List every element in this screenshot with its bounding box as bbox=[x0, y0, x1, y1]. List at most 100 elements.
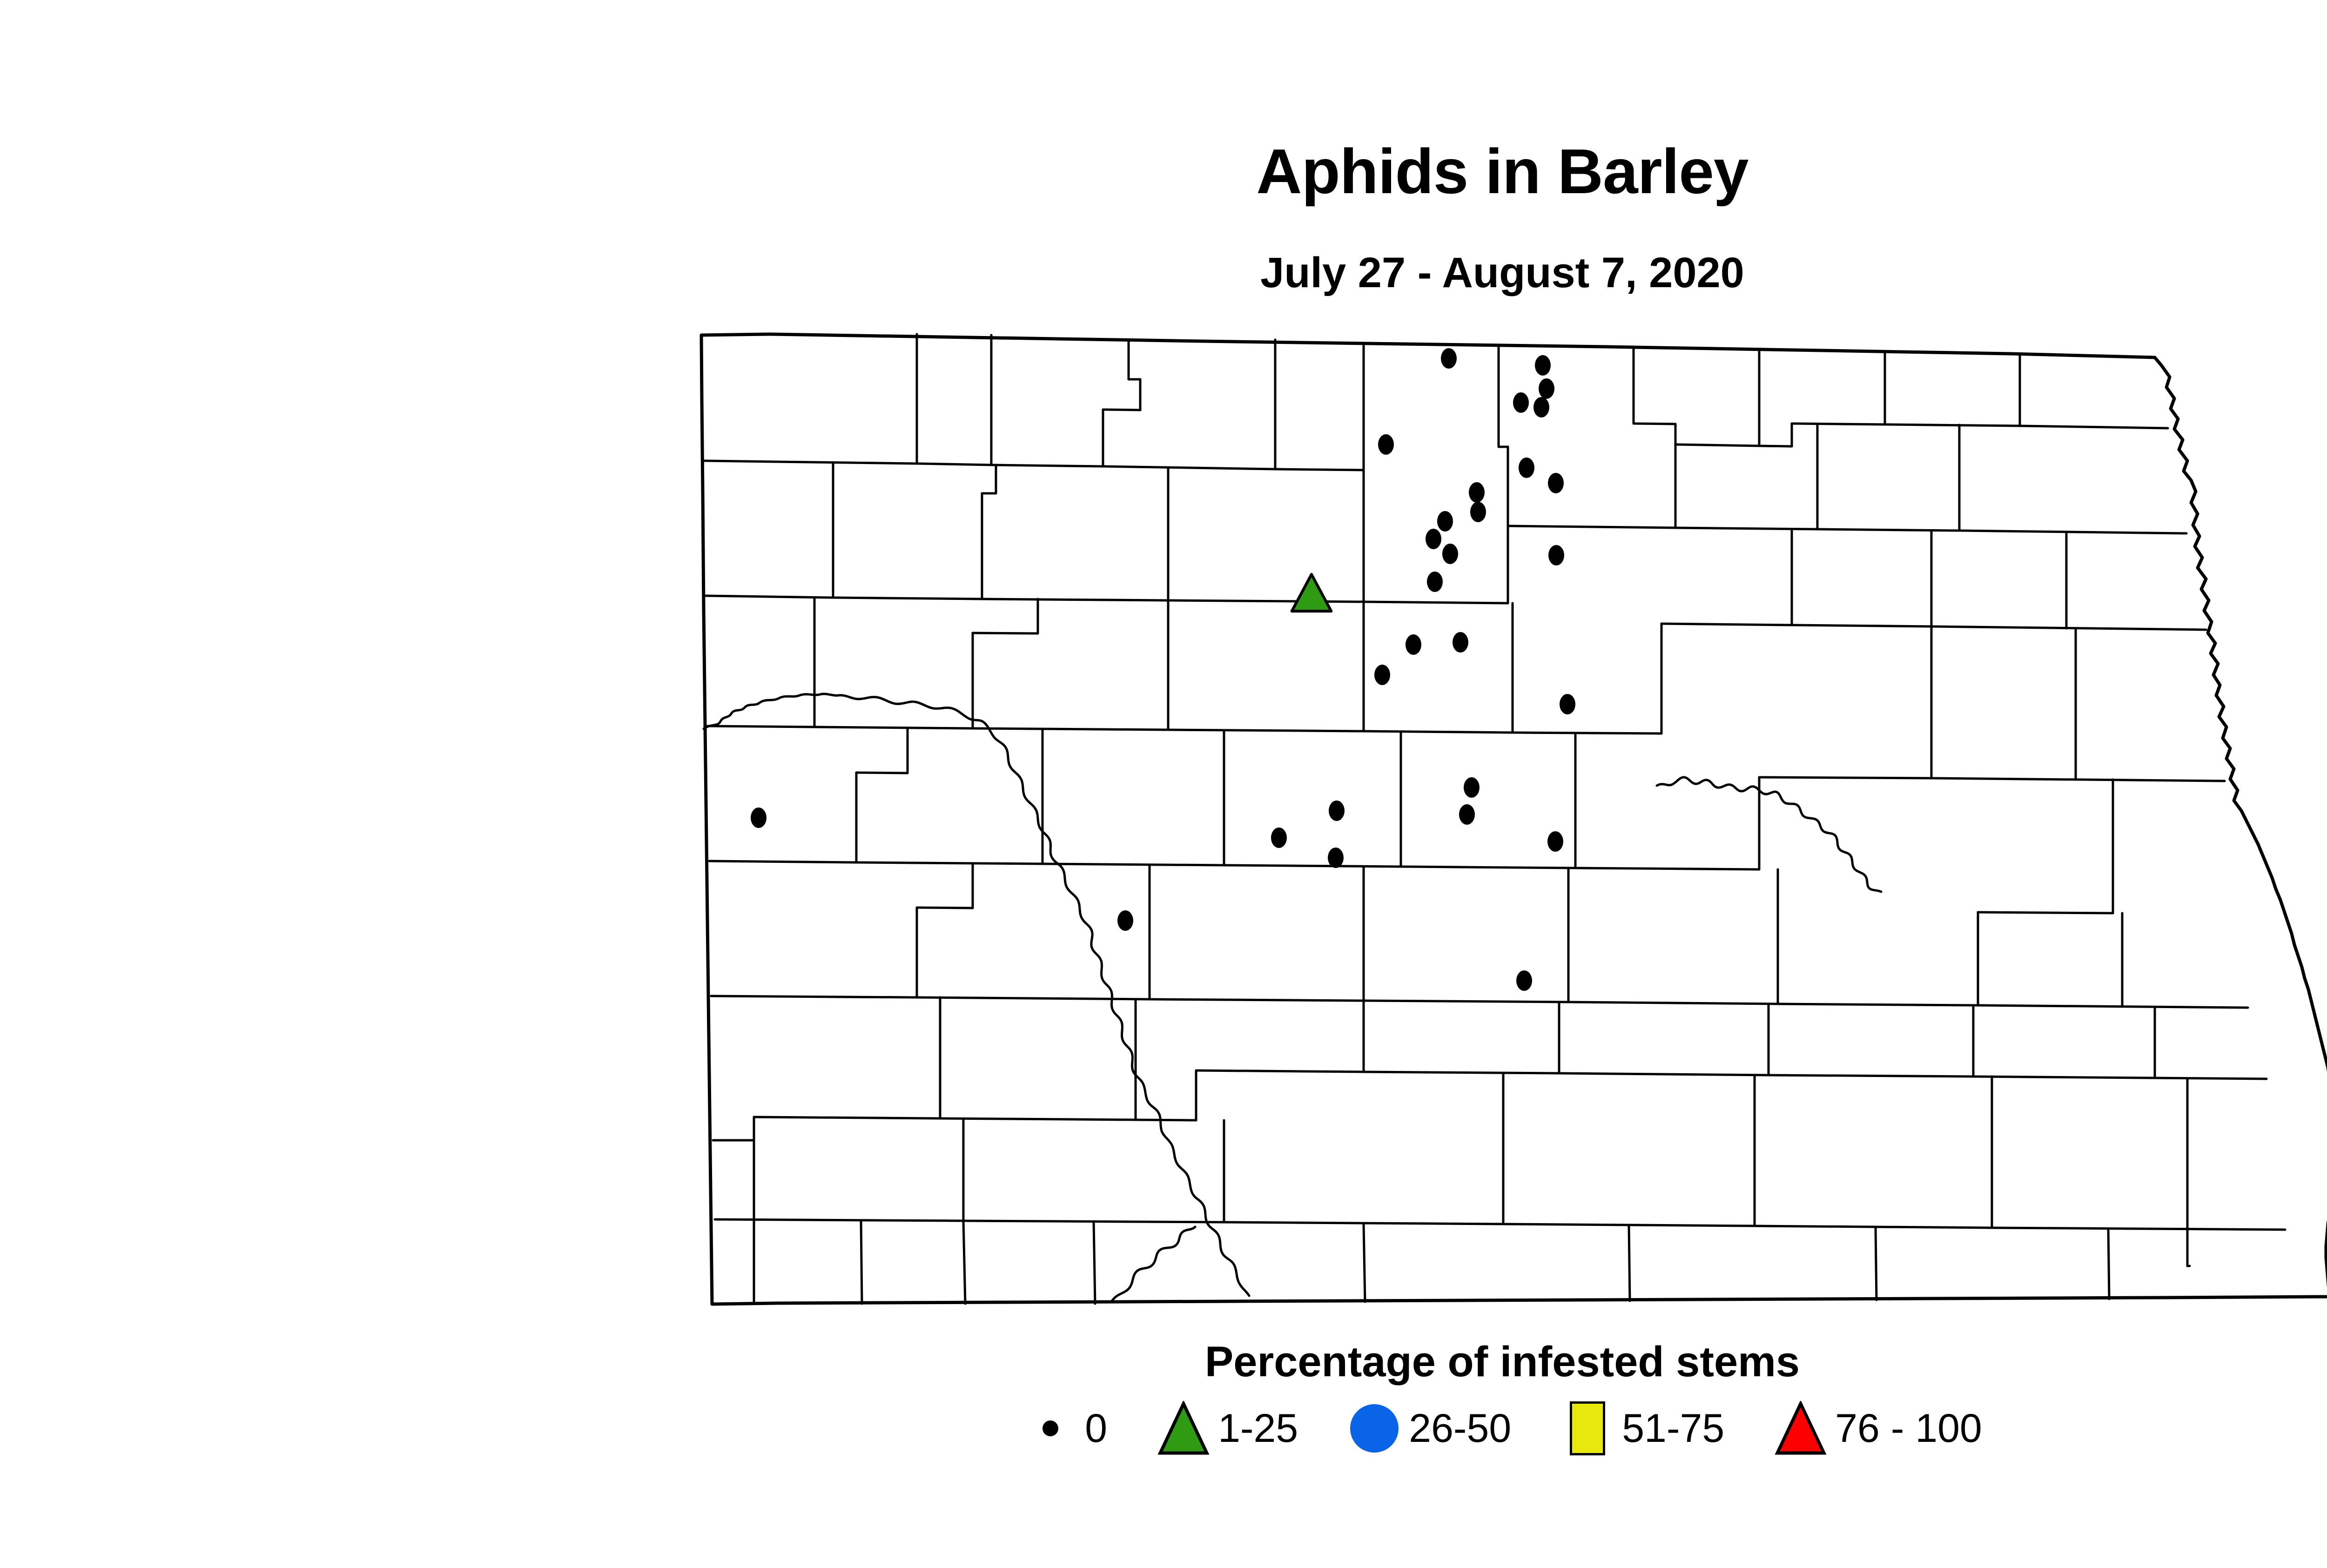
county-boundaries bbox=[699, 332, 2327, 1306]
map-data-point bbox=[1441, 348, 1457, 369]
county-line bbox=[1674, 526, 1819, 531]
map-data-point bbox=[1548, 473, 1564, 493]
county-line bbox=[1930, 625, 2207, 631]
legend-symbol-dot bbox=[1022, 1420, 1078, 1436]
legend-item-label: 0 bbox=[1085, 1406, 1108, 1451]
map-data-point bbox=[1516, 970, 1532, 991]
map-data-point bbox=[1547, 831, 1563, 852]
map-data-point bbox=[1519, 458, 1534, 478]
county-line bbox=[1274, 468, 1365, 471]
county-line bbox=[813, 726, 974, 730]
legend-circle-icon bbox=[1350, 1404, 1399, 1453]
county-line bbox=[915, 462, 993, 466]
county-line bbox=[1958, 529, 2188, 535]
map-data-point bbox=[1426, 529, 1441, 549]
map-data-point bbox=[1459, 804, 1475, 825]
county-line bbox=[1362, 600, 1509, 605]
county-line bbox=[990, 464, 1104, 468]
county-line bbox=[1660, 622, 1793, 626]
legend: 0 1-25 26-50 51-75 76 - 100 bbox=[0, 1401, 2327, 1456]
missouri-river-lower bbox=[1111, 1225, 1197, 1302]
legend-symbol-circle bbox=[1346, 1404, 1402, 1453]
county-line bbox=[915, 996, 1151, 1001]
map-data-point bbox=[1329, 801, 1345, 821]
legend-item: 51-75 bbox=[1560, 1401, 1724, 1455]
legend-triangle-icon bbox=[1157, 1401, 1210, 1455]
legend-title: Percentage of infested stems bbox=[1204, 1338, 1800, 1386]
county-line bbox=[753, 1116, 942, 1120]
legend-symbol-square bbox=[1560, 1401, 1615, 1455]
county-line bbox=[1753, 1225, 1993, 1229]
county-line bbox=[1790, 624, 1933, 628]
county-line bbox=[939, 1117, 1137, 1121]
county-line bbox=[713, 1218, 965, 1222]
legend-item-label: 76 - 100 bbox=[1835, 1406, 1982, 1451]
county-line bbox=[1674, 443, 1761, 447]
data-point-layer bbox=[751, 348, 1575, 991]
north-dakota-county-map bbox=[675, 307, 2327, 1331]
county-line bbox=[2107, 1227, 2111, 1300]
county-line bbox=[860, 1219, 863, 1305]
county-line bbox=[1506, 525, 1677, 529]
map-data-point bbox=[1548, 545, 1564, 565]
map-data-point bbox=[1328, 848, 1344, 868]
county-line bbox=[1167, 599, 1365, 603]
county-line bbox=[1628, 1225, 1631, 1302]
map-data-point bbox=[1513, 392, 1529, 413]
county-line bbox=[2018, 424, 2169, 430]
legend-item-label: 1-25 bbox=[1218, 1406, 1298, 1451]
county-line bbox=[1930, 777, 2226, 782]
map-data-point bbox=[1539, 378, 1554, 399]
legend-triangle-icon bbox=[1775, 1401, 1827, 1455]
page-subtitle: July 27 - August 7, 2020 bbox=[1260, 249, 1744, 296]
map-data-point bbox=[1437, 511, 1453, 532]
map-data-point bbox=[1427, 572, 1443, 592]
legend-item: 26-50 bbox=[1346, 1404, 1511, 1453]
county-line bbox=[855, 861, 1044, 865]
county-line bbox=[1567, 1001, 1779, 1005]
map-data-point bbox=[1535, 355, 1551, 376]
legend-item-label: 26-50 bbox=[1409, 1406, 1512, 1451]
county-line bbox=[1574, 867, 1761, 871]
map-data-point bbox=[1560, 694, 1575, 714]
county-line bbox=[1558, 1072, 1770, 1077]
county-line bbox=[1991, 1226, 2287, 1231]
legend-symbol-triangle bbox=[1773, 1401, 1829, 1456]
county-line bbox=[1883, 423, 2021, 427]
legend-square-icon bbox=[1570, 1401, 1606, 1455]
county-line bbox=[1816, 528, 1961, 532]
map-data-point bbox=[1442, 544, 1458, 564]
map-data-point bbox=[1464, 777, 1480, 798]
page-title: Aphids in Barley bbox=[1256, 136, 1749, 207]
legend-item: 0 bbox=[1022, 1408, 1107, 1448]
map-data-point bbox=[1378, 434, 1394, 455]
county-line bbox=[710, 995, 918, 999]
county-line bbox=[1041, 862, 1225, 867]
legend-dot-icon bbox=[1042, 1420, 1059, 1436]
county-line bbox=[1167, 728, 1365, 733]
county-line bbox=[708, 860, 858, 864]
county-line bbox=[1092, 1221, 1096, 1305]
map-data-point bbox=[1271, 828, 1287, 848]
map-data-point bbox=[1470, 502, 1486, 522]
map-data-point bbox=[1290, 573, 1333, 613]
map-data-point bbox=[751, 808, 767, 828]
county-line bbox=[1148, 998, 1365, 1002]
map-data-point bbox=[1533, 397, 1549, 417]
county-line bbox=[1972, 1075, 2268, 1080]
county-line bbox=[832, 596, 983, 600]
county-line bbox=[1102, 465, 1277, 471]
map-data-point bbox=[1117, 910, 1133, 931]
county-line bbox=[1362, 730, 1514, 734]
county-line bbox=[706, 725, 816, 728]
map-data-point bbox=[1406, 634, 1421, 655]
legend-item-label: 51-75 bbox=[1622, 1406, 1725, 1451]
county-line bbox=[1977, 1004, 2249, 1009]
county-line bbox=[704, 594, 834, 599]
map-data-point bbox=[1453, 632, 1468, 653]
county-line bbox=[1511, 731, 1663, 735]
county-line bbox=[1362, 1070, 1560, 1075]
legend-item: 76 - 100 bbox=[1773, 1401, 1982, 1456]
devils-lake bbox=[1655, 776, 1883, 893]
county-line bbox=[971, 727, 1170, 731]
